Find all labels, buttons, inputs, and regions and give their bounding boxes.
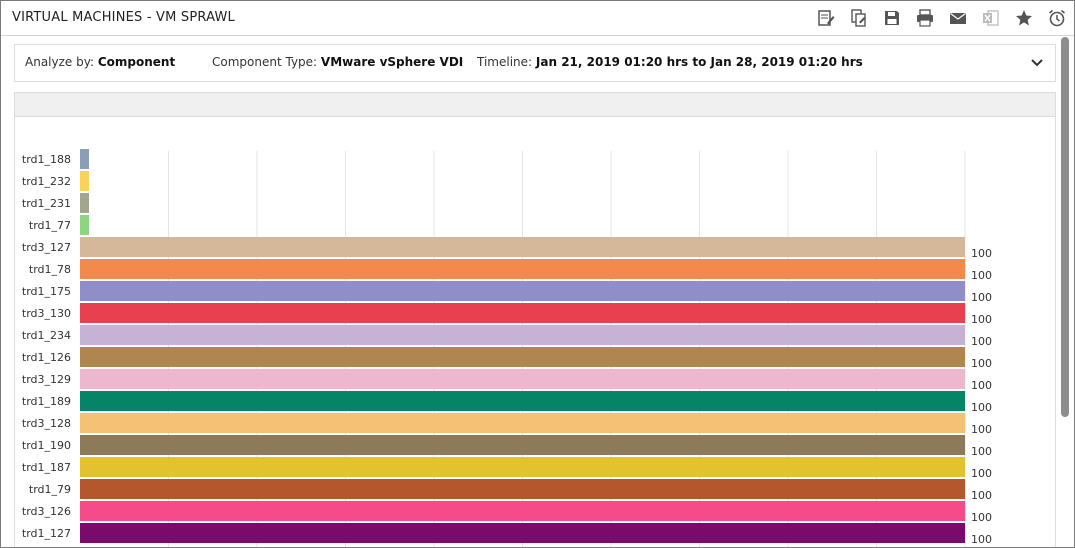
filter-summary-bar: Analyze by: Component Component Type: VM… xyxy=(14,44,1056,82)
value-label: 100 xyxy=(971,313,992,326)
analyze-by: Analyze by: Component xyxy=(25,55,175,69)
category-label: trd3_128 xyxy=(22,417,71,430)
value-label: 100 xyxy=(971,511,992,524)
category-label: trd1_77 xyxy=(29,219,71,232)
value-label: 100 xyxy=(971,247,992,260)
bar-trd1_187[interactable] xyxy=(80,457,965,477)
bar-trd1_175[interactable] xyxy=(80,281,965,301)
chevron-down-icon[interactable] xyxy=(1029,54,1045,70)
bar-trd1_79[interactable] xyxy=(80,479,965,499)
edit-report-icon[interactable] xyxy=(815,7,837,29)
category-label: trd1_78 xyxy=(29,263,71,276)
save-icon[interactable] xyxy=(881,7,903,29)
timeline-value: Jan 21, 2019 01:20 hrs to Jan 28, 2019 0… xyxy=(535,55,863,69)
category-label: trd1_231 xyxy=(22,197,71,210)
value-label: 100 xyxy=(971,379,992,392)
category-label: trd3_129 xyxy=(22,373,71,386)
bar-trd1_126[interactable] xyxy=(80,347,965,367)
category-label: trd1_126 xyxy=(22,351,71,364)
bar-trd1_231[interactable] xyxy=(80,193,89,213)
bar-trd1_232[interactable] xyxy=(80,171,89,191)
vm-sprawl-bar-chart: trd1_188 trd1_232 trd1_231 trd1_77 trd3_127 1… xyxy=(22,149,992,547)
value-label: 100 xyxy=(971,291,992,304)
category-label: trd1_190 xyxy=(22,439,71,452)
component-type: Component Type: VMware vSphere VDI xyxy=(212,55,463,69)
schedule-alarm-icon[interactable] xyxy=(1046,7,1068,29)
value-label: 100 xyxy=(971,489,992,502)
value-label: 100 xyxy=(971,269,992,282)
category-label: trd3_130 xyxy=(22,307,71,320)
value-label: 100 xyxy=(971,357,992,370)
analyze-by-label: Analyze by: xyxy=(25,55,94,69)
bar-trd1_188[interactable] xyxy=(80,149,89,169)
category-label: trd1_187 xyxy=(22,461,71,474)
value-label: 100 xyxy=(971,401,992,414)
category-label: trd1_189 xyxy=(22,395,71,408)
bar-trd3_129[interactable] xyxy=(80,369,965,389)
timeline: Timeline: Jan 21, 2019 01:20 hrs to Jan … xyxy=(477,55,863,69)
component-type-value: VMware vSphere VDI xyxy=(320,55,464,69)
bar-trd1_77[interactable] xyxy=(80,215,89,235)
category-label: trd1_79 xyxy=(29,483,71,496)
chart-panel: trd1_188 trd1_232 trd1_231 trd1_77 trd3_127 1… xyxy=(14,92,1056,547)
bar-trd1_190[interactable] xyxy=(80,435,965,455)
category-label: trd1_127 xyxy=(22,527,71,540)
category-label: trd1_232 xyxy=(22,175,71,188)
analyze-by-value: Component xyxy=(97,55,176,69)
category-label: trd1_188 xyxy=(22,153,71,166)
bar-trd1_189[interactable] xyxy=(80,391,965,411)
toolbar xyxy=(804,7,1068,29)
category-label: trd3_127 xyxy=(22,241,71,254)
timeline-label: Timeline: xyxy=(477,55,533,69)
category-label: trd1_175 xyxy=(22,285,71,298)
category-label: trd1_234 xyxy=(22,329,71,342)
excel-export-icon[interactable] xyxy=(980,7,1002,29)
copy-report-icon[interactable] xyxy=(848,7,870,29)
bar-trd1_234[interactable] xyxy=(80,325,965,345)
component-type-label: Component Type: xyxy=(212,55,318,69)
value-label: 100 xyxy=(971,533,992,546)
bar-trd3_130[interactable] xyxy=(80,303,965,323)
email-icon[interactable] xyxy=(947,7,969,29)
title-bar: VIRTUAL MACHINES - VM SPRAWL xyxy=(1,1,1074,36)
value-label: 100 xyxy=(971,445,992,458)
print-icon[interactable] xyxy=(914,7,936,29)
bar-trd1_127[interactable] xyxy=(80,523,965,543)
bar-trd1_78[interactable] xyxy=(80,259,965,279)
value-label: 100 xyxy=(971,335,992,348)
value-label: 100 xyxy=(971,467,992,480)
bar-trd3_128[interactable] xyxy=(80,413,965,433)
window-title: VIRTUAL MACHINES - VM SPRAWL xyxy=(12,10,235,25)
favorite-star-icon[interactable] xyxy=(1013,7,1035,29)
value-label: 100 xyxy=(971,423,992,436)
vertical-scrollbar[interactable] xyxy=(1058,37,1072,543)
chart-panel-header xyxy=(15,93,1055,117)
bar-trd3_127[interactable] xyxy=(80,237,965,257)
category-label: trd3_126 xyxy=(22,505,71,518)
scrollbar-thumb[interactable] xyxy=(1061,37,1069,417)
bar-trd3_126[interactable] xyxy=(80,501,965,521)
